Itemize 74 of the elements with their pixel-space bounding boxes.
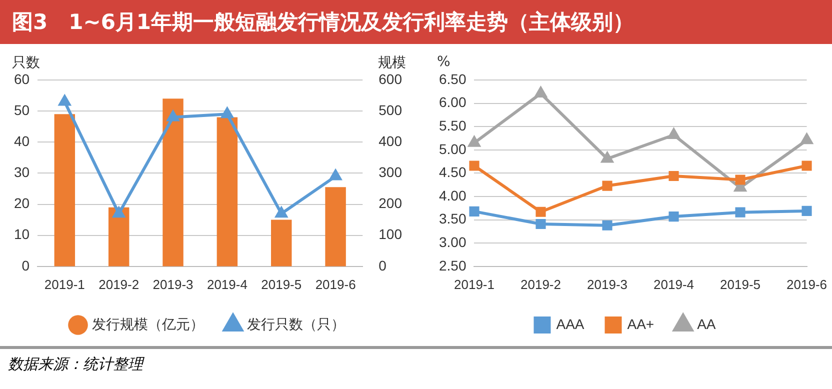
y-tick-label: 50 — [14, 102, 30, 118]
legend-label: AA — [697, 316, 716, 332]
point — [167, 110, 179, 122]
y-tick-label: 60 — [14, 70, 30, 87]
point — [601, 152, 614, 163]
y-axis-title: % — [437, 54, 450, 70]
y-tick-label: 10 — [14, 226, 30, 242]
point — [668, 212, 679, 222]
x-tick-label: 2019-4 — [206, 276, 248, 292]
point — [536, 206, 546, 217]
legend-label: AA+ — [627, 316, 654, 332]
y2-tick-label: 600 — [378, 70, 402, 87]
x-tick-label: 2019-6 — [315, 276, 356, 292]
point — [58, 95, 70, 106]
point — [668, 128, 680, 139]
y2-axis-title: 规模 — [378, 54, 406, 72]
point — [800, 134, 813, 144]
point — [602, 220, 612, 230]
point — [276, 207, 288, 218]
point — [469, 160, 480, 171]
x-tick-label: 2019-2 — [520, 276, 561, 292]
bar — [54, 114, 76, 266]
point — [536, 218, 546, 230]
y-tick-label: 6.50 — [439, 70, 466, 87]
point — [802, 160, 812, 171]
x-tick-label: 2019-1 — [44, 276, 85, 292]
bar — [108, 207, 130, 266]
legend-label: 发行规模（亿元） — [92, 316, 204, 332]
x-tick-label: 2019-4 — [654, 276, 694, 292]
bar — [271, 220, 292, 266]
point — [468, 136, 480, 147]
bar — [325, 187, 346, 266]
y2-tick-label: 0 — [378, 257, 387, 274]
y2-tick-label: 100 — [378, 226, 402, 242]
y2-tick-label: 200 — [378, 195, 402, 212]
x-tick-label: 2019-5 — [720, 276, 760, 292]
point — [602, 180, 612, 191]
y-tick-label: 6.00 — [439, 94, 466, 110]
x-tick-label: 2019-3 — [152, 276, 194, 292]
y2-tick-label: 500 — [378, 102, 402, 118]
y-tick-label: 3.50 — [439, 210, 466, 227]
y-axis-title: 只数 — [12, 54, 40, 72]
point — [534, 87, 547, 98]
y-tick-label: 20 — [14, 195, 30, 212]
x-tick-label: 2019-3 — [587, 276, 628, 292]
x-tick-label: 2019-2 — [98, 276, 140, 292]
y-tick-label: 30 — [14, 164, 30, 180]
y-tick-label: 5.50 — [439, 117, 466, 134]
x-tick-label: 2019-5 — [261, 276, 302, 292]
point — [735, 174, 746, 185]
point — [113, 207, 125, 218]
x-tick-label: 2019-1 — [454, 276, 494, 292]
legend-label: 发行只数（只） — [247, 316, 345, 332]
y2-tick-label: 300 — [378, 164, 402, 180]
legend-label: AAA — [556, 316, 585, 332]
y-tick-label: 40 — [14, 132, 30, 149]
bar — [162, 98, 184, 266]
point — [330, 170, 342, 180]
y-tick-label: 3.00 — [439, 234, 466, 250]
y-tick-label: 5.00 — [439, 140, 466, 157]
source-note: 数据来源：统计整理 — [0, 346, 832, 374]
point — [221, 108, 234, 118]
bar — [216, 117, 238, 266]
y-tick-label: 4.50 — [439, 164, 466, 180]
point — [735, 207, 746, 218]
y-tick-label: 4.00 — [439, 187, 466, 204]
y-tick-label: 2.50 — [439, 257, 466, 274]
y-tick-label: 0 — [22, 257, 30, 274]
point — [668, 170, 679, 182]
chart-title: 图3 1~6月1年期一般短融发行情况及发行利率走势（主体级别） — [0, 0, 832, 44]
point — [802, 206, 812, 216]
y2-tick-label: 400 — [378, 132, 402, 149]
x-tick-label: 2019-6 — [786, 276, 828, 292]
point — [469, 206, 480, 216]
